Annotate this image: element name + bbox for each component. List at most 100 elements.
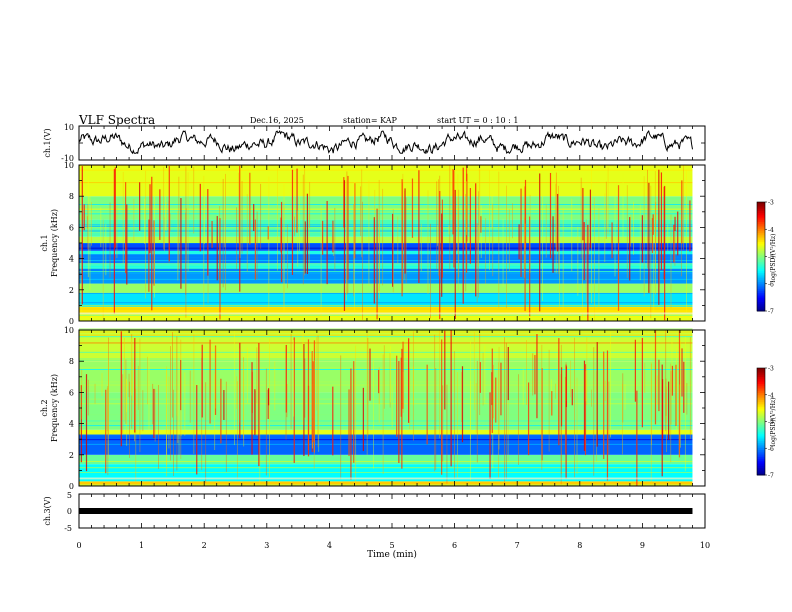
ch2-colorbar-cell bbox=[757, 446, 765, 449]
ch1-spectrogram-sferic bbox=[185, 208, 187, 261]
ch2-colorbar-cell bbox=[757, 457, 765, 460]
ch2-colorbar-cell bbox=[757, 464, 765, 467]
ch2-spectrogram-sferic bbox=[369, 348, 371, 401]
ch2-spectrogram-sferic bbox=[225, 381, 227, 472]
ch1-spectrogram-sferic bbox=[664, 185, 666, 321]
ch2-colorbar-cell bbox=[757, 441, 765, 444]
ch2-spectrogram-sferic bbox=[158, 384, 159, 469]
ch1-colorbar-cell bbox=[757, 258, 765, 261]
ch2-spectrogram-ytick-label: 8 bbox=[69, 357, 74, 366]
ch1-spectrogram-sferic bbox=[605, 181, 607, 239]
ch1-spectrogram-sferic bbox=[159, 189, 161, 240]
ch1-spectrogram-row bbox=[79, 169, 693, 171]
ch2-spectrogram-sferic bbox=[565, 362, 567, 401]
ch1-colorbar-cell bbox=[757, 211, 765, 214]
ch2-spectrogram-row bbox=[79, 471, 693, 473]
ch2-colorbar-cell bbox=[757, 425, 765, 428]
ch1-spectrogram-sferic bbox=[204, 188, 205, 244]
ch2-colorbar-cell bbox=[757, 378, 765, 381]
ch2-spectrogram-sferic bbox=[564, 376, 566, 454]
ch2-colorbar-cell bbox=[757, 444, 765, 447]
ch2-colorbar-cell bbox=[757, 426, 765, 430]
ch1-spectrogram-sferic bbox=[185, 212, 187, 295]
ch1-spectrogram-sferic bbox=[320, 204, 322, 317]
ch1-spectrogram-sferic bbox=[165, 201, 167, 231]
ch1-spectrogram-sferic bbox=[308, 214, 310, 269]
ch2-spectrogram-sferic bbox=[534, 355, 536, 395]
ch2-spectrogram-sferic bbox=[507, 388, 509, 461]
ch3-ytick-bottom: -5 bbox=[64, 524, 72, 533]
ch2-colorbar-cell bbox=[757, 412, 765, 415]
ch1-spectrogram-sferic bbox=[139, 182, 141, 231]
ch2-spectrogram-sferic bbox=[389, 346, 391, 403]
ch2-spectrogram-sferic bbox=[671, 365, 674, 396]
ch1-colorbar-cell bbox=[757, 249, 765, 252]
ch2-colorbar-cell bbox=[757, 448, 765, 451]
ch1-spectrogram-sferic bbox=[283, 183, 285, 313]
ch1-spectrogram-sferic bbox=[360, 186, 361, 237]
ch2-spectrogram-sferic bbox=[205, 382, 207, 483]
ch1-spectrogram-sferic bbox=[302, 174, 304, 285]
ch2-colorbar-cell bbox=[757, 382, 765, 385]
ch2-spectrogram-sferic bbox=[184, 372, 186, 436]
ch2-spectrogram-sferic bbox=[574, 337, 575, 478]
ch1-spectrogram-sferic bbox=[479, 169, 481, 236]
time-axis-tick-label: 7 bbox=[515, 541, 520, 550]
ch1-spectrogram-ytick-label: 6 bbox=[69, 223, 74, 232]
ch1-spectrogram-sferic bbox=[626, 185, 628, 278]
ch2-spectrogram-sferic bbox=[644, 362, 646, 394]
ch2-spectrogram-sferic bbox=[454, 351, 455, 479]
ch2-colorbar-cell bbox=[757, 384, 765, 387]
ch1-colorbar-cell bbox=[757, 227, 765, 230]
ch1-spectrogram-row bbox=[79, 260, 693, 262]
ch2-spectrogram-row bbox=[79, 359, 693, 361]
ch1-colorbar-cell bbox=[757, 291, 765, 294]
ch1-spectrogram-sferic bbox=[655, 201, 657, 254]
ch1-spectrogram-sferic bbox=[469, 188, 471, 264]
ch2-spectrogram-sferic bbox=[193, 334, 195, 454]
ch1-spectrogram-sferic bbox=[452, 169, 454, 235]
ch2-colorbar-cell bbox=[757, 405, 765, 408]
ch2-spectrogram-row bbox=[79, 367, 693, 369]
ch2-spectrogram-sferic bbox=[518, 374, 519, 465]
ch1-spectrogram-sferic bbox=[441, 199, 443, 278]
ch2-spectrogram-sferic bbox=[435, 368, 437, 470]
ch2-spectrogram-sferic bbox=[441, 339, 443, 475]
ch2-spectrogram-sferic bbox=[126, 378, 127, 413]
ch2-spectrogram-sferic bbox=[446, 384, 448, 484]
ch2-spectrogram-sferic bbox=[315, 336, 317, 411]
ch1-spectrogram-sferic bbox=[462, 167, 464, 304]
ch2-spectrogram-sferic bbox=[236, 381, 238, 480]
ch2-spectrogram-row bbox=[79, 439, 693, 441]
ch1-spectrogram-row bbox=[79, 230, 693, 232]
ch2-spectrogram-sferic bbox=[367, 337, 369, 437]
ch1-spectrogram-sferic bbox=[113, 169, 115, 314]
ch1-spectrogram-sferic bbox=[87, 175, 89, 278]
ch2-spectrogram-sferic bbox=[332, 386, 334, 456]
time-axis-label: Time (min) bbox=[367, 549, 417, 560]
ch1-spectrogram-row bbox=[79, 308, 693, 310]
ch1-spectrogram-sferic bbox=[86, 216, 88, 229]
ch1-colorbar-cell bbox=[757, 285, 765, 288]
ch1-spectrogram-sferic bbox=[178, 176, 180, 270]
ch2-spectrogram-band bbox=[79, 392, 693, 430]
ch2-spectrogram-sferic bbox=[373, 360, 374, 469]
ch1-spectrogram-sferic bbox=[343, 177, 345, 228]
ch1-spectrogram-row bbox=[79, 204, 693, 205]
ch2-spectrogram-sferic bbox=[178, 361, 180, 456]
ch1-colorbar-cell bbox=[757, 260, 765, 263]
ch2-spectrogram-sferic bbox=[522, 369, 524, 405]
ch1-spectrogram-sferic bbox=[502, 218, 504, 287]
ch2-spectrogram-row bbox=[79, 358, 693, 360]
ch2-spectrogram-sferic bbox=[402, 371, 404, 413]
ch2-spectrogram-sferic bbox=[684, 336, 686, 472]
ch2-spectrogram-sferic bbox=[548, 349, 550, 452]
ch1-spectrogram-row bbox=[79, 316, 693, 318]
station-label: station= KAP bbox=[343, 116, 398, 125]
ch1-spectrogram-sferic bbox=[582, 187, 583, 319]
ch1-spectrogram-sferic bbox=[211, 220, 213, 248]
ch1-spectrogram-sferic bbox=[187, 172, 189, 272]
ch2-spectrogram-sferic bbox=[636, 390, 638, 486]
ch1-spectrogram-sferic bbox=[241, 180, 243, 254]
ch2-spectrogram-sferic bbox=[170, 346, 171, 461]
